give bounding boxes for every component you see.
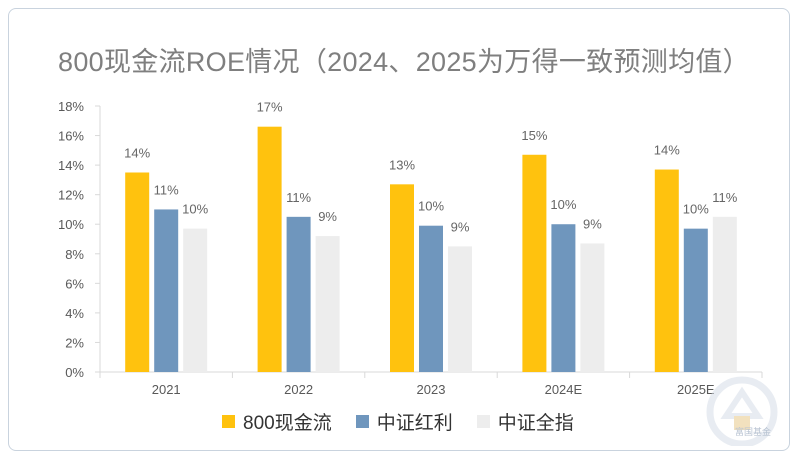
legend-label: 800现金流 xyxy=(243,413,332,434)
data-label: 15% xyxy=(521,128,547,143)
data-label: 10% xyxy=(182,202,208,217)
x-tick-label: 2022 xyxy=(284,382,313,397)
y-tick-label: 6% xyxy=(65,276,84,291)
y-tick-label: 14% xyxy=(58,158,84,173)
bar xyxy=(419,225,443,372)
bar xyxy=(154,209,179,372)
data-label: 11% xyxy=(712,190,737,205)
legend-label: 中证红利 xyxy=(376,413,453,434)
legend: 800现金流 中证红利 中证全指 xyxy=(222,408,598,435)
bar xyxy=(390,184,414,372)
bar xyxy=(286,216,311,372)
bar xyxy=(448,246,472,372)
watermark-text: 富国基金 xyxy=(735,427,772,437)
y-tick-label: 12% xyxy=(58,188,84,203)
bar xyxy=(522,154,547,372)
bar xyxy=(551,224,576,372)
x-tick-label: 2024E xyxy=(545,382,583,397)
y-tick-label: 16% xyxy=(58,129,84,144)
legend-swatch xyxy=(355,415,369,428)
legend-swatch xyxy=(222,415,235,428)
x-tick-label: 2021 xyxy=(152,382,181,397)
data-label: 14% xyxy=(654,143,680,158)
x-tick-label: 2025E xyxy=(677,382,715,397)
y-tick-label: 0% xyxy=(65,365,84,380)
legend-label: 中证全指 xyxy=(497,413,574,434)
legend-item-dividend: 中证红利 xyxy=(355,408,453,435)
bar xyxy=(183,228,208,372)
bar xyxy=(257,126,282,372)
data-label: 14% xyxy=(124,146,150,161)
data-label: 9% xyxy=(318,209,337,224)
y-tick-label: 8% xyxy=(65,247,84,262)
data-label: 9% xyxy=(451,219,470,234)
bar xyxy=(654,169,679,372)
data-label: 9% xyxy=(583,216,602,231)
bar xyxy=(683,228,708,372)
bar xyxy=(712,216,737,372)
bar xyxy=(315,236,340,372)
data-label: 10% xyxy=(550,197,576,212)
y-tick-label: 18% xyxy=(58,99,84,114)
bar xyxy=(125,172,150,372)
y-tick-label: 2% xyxy=(65,335,84,350)
chart-title: 800现金流ROE情况（2024、2025为万得一致预测均值） xyxy=(58,47,750,77)
bar xyxy=(580,243,605,372)
y-tick-label: 10% xyxy=(58,217,84,232)
fund-logo-icon xyxy=(706,376,778,446)
data-label: 17% xyxy=(257,100,283,115)
data-label: 13% xyxy=(389,157,415,172)
data-label: 11% xyxy=(286,190,311,205)
legend-swatch xyxy=(476,415,490,428)
data-label: 10% xyxy=(683,202,709,217)
legend-item-800: 800现金流 xyxy=(222,408,332,435)
data-label: 11% xyxy=(154,182,179,197)
x-tick-label: 2023 xyxy=(417,382,446,397)
legend-item-all: 中证全指 xyxy=(476,408,574,435)
y-tick-label: 4% xyxy=(65,306,84,321)
data-label: 10% xyxy=(418,199,444,214)
